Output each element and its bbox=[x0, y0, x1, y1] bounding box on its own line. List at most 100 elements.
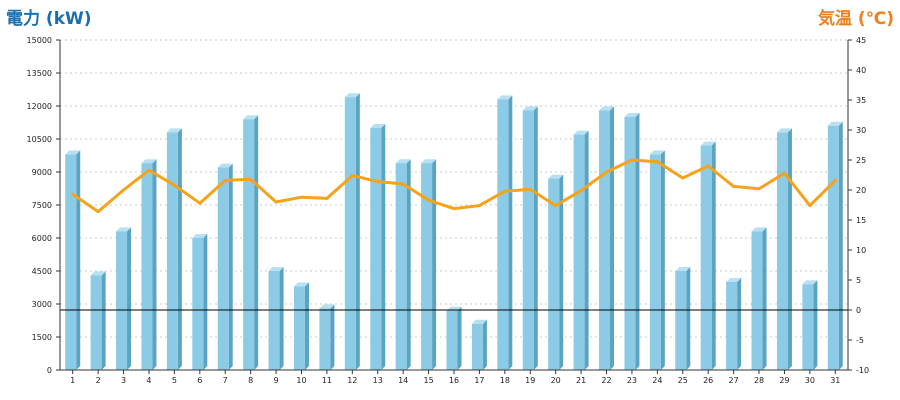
bar-side bbox=[432, 159, 437, 370]
temperature-point bbox=[96, 210, 100, 214]
bar-front bbox=[217, 167, 229, 370]
temperature-point bbox=[325, 196, 329, 200]
bar bbox=[421, 159, 437, 370]
bar-side bbox=[787, 128, 792, 370]
bar bbox=[522, 106, 538, 371]
temperature-point bbox=[681, 176, 685, 180]
bar bbox=[344, 93, 360, 370]
bar-top bbox=[65, 150, 81, 155]
bar-side bbox=[203, 234, 208, 370]
x-tick-label: 23 bbox=[627, 376, 637, 385]
bar-side bbox=[177, 128, 182, 370]
temperature-point bbox=[198, 201, 202, 205]
bar-front bbox=[751, 231, 763, 370]
bar-front bbox=[370, 128, 382, 370]
x-tick-label: 15 bbox=[423, 376, 433, 385]
bar-top bbox=[217, 163, 233, 168]
right-tick-label: -5 bbox=[856, 336, 864, 345]
bar-front bbox=[243, 119, 255, 370]
bar-side bbox=[228, 163, 233, 370]
bar-top bbox=[649, 150, 665, 155]
bar-top bbox=[192, 234, 208, 238]
right-tick-label: 40 bbox=[856, 66, 866, 75]
temperature-point bbox=[452, 207, 456, 211]
temperature-point bbox=[732, 184, 736, 188]
bar-side bbox=[482, 319, 487, 370]
temperature-point bbox=[782, 171, 786, 175]
right-tick-label: 35 bbox=[856, 96, 866, 105]
temperature-point bbox=[757, 187, 761, 191]
bar bbox=[370, 124, 386, 370]
left-tick-label: 7500 bbox=[32, 201, 52, 210]
bar-top bbox=[802, 280, 818, 285]
grid-lines bbox=[60, 39, 848, 338]
bar-side bbox=[279, 267, 284, 370]
bar bbox=[599, 106, 615, 371]
x-tick-label: 18 bbox=[500, 376, 510, 385]
bar-front bbox=[319, 308, 331, 370]
right-tick-label: 10 bbox=[856, 246, 866, 255]
bar-side bbox=[635, 113, 640, 370]
temperature-point bbox=[630, 158, 634, 162]
temperature-line-group bbox=[60, 158, 848, 311]
temperature-point bbox=[71, 192, 75, 196]
x-tick-label: 12 bbox=[347, 376, 357, 385]
temperature-point bbox=[528, 187, 532, 191]
x-tick-label: 5 bbox=[172, 376, 177, 385]
bar-top bbox=[319, 304, 335, 309]
x-tick-label: 30 bbox=[805, 376, 815, 385]
bar bbox=[90, 271, 106, 370]
temperature-point bbox=[655, 160, 659, 164]
temperature-point bbox=[477, 204, 481, 208]
bar-side bbox=[813, 280, 818, 370]
bar-top bbox=[726, 278, 742, 282]
left-tick-label: 6000 bbox=[32, 234, 52, 243]
x-tick-label: 11 bbox=[322, 376, 332, 385]
temperature-point bbox=[274, 200, 278, 204]
bar bbox=[293, 282, 309, 370]
bar-side bbox=[660, 150, 665, 370]
temperature-point bbox=[605, 170, 609, 174]
bar bbox=[700, 141, 716, 370]
left-tick-label: 10500 bbox=[27, 135, 52, 144]
x-tick-label: 7 bbox=[223, 376, 228, 385]
bar-top bbox=[624, 113, 640, 117]
left-axis-title: 電力 (kW) bbox=[6, 9, 92, 29]
x-tick-label: 8 bbox=[248, 376, 253, 385]
temperature-point bbox=[427, 198, 431, 202]
x-tick-label: 13 bbox=[373, 376, 383, 385]
bar-side bbox=[711, 141, 716, 370]
bar-top bbox=[344, 93, 360, 98]
bar-front bbox=[573, 134, 585, 370]
bar-top bbox=[599, 106, 615, 111]
right-tick-label: 0 bbox=[856, 306, 861, 315]
x-tick-label: 22 bbox=[601, 376, 611, 385]
bar-side bbox=[76, 150, 81, 370]
bar-front bbox=[268, 271, 280, 370]
bar-top bbox=[141, 159, 157, 164]
bar-front bbox=[116, 231, 128, 370]
x-tick-label: 21 bbox=[576, 376, 586, 385]
bar-top bbox=[700, 141, 716, 146]
bar bbox=[141, 159, 157, 370]
bar-top bbox=[548, 174, 564, 179]
bar bbox=[471, 319, 487, 370]
x-tick-label: 26 bbox=[703, 376, 713, 385]
temperature-point bbox=[706, 164, 710, 168]
bar-side bbox=[508, 95, 513, 371]
bar-front bbox=[90, 275, 102, 370]
bar-side bbox=[101, 271, 106, 370]
bar-front bbox=[65, 154, 77, 370]
bar-side bbox=[610, 106, 615, 371]
left-tick-label: 4500 bbox=[32, 267, 52, 276]
bar bbox=[217, 163, 233, 370]
bar bbox=[776, 128, 792, 370]
bar-side bbox=[152, 159, 157, 370]
bar-side bbox=[381, 124, 386, 370]
bar-top bbox=[497, 95, 513, 100]
bar-top bbox=[268, 267, 284, 271]
bar-front bbox=[141, 163, 153, 370]
axes: 0 1500 3000 4500 6000 7500 9000 10500 12000 13500… bbox=[27, 36, 870, 385]
x-tick-label: 20 bbox=[551, 376, 561, 385]
